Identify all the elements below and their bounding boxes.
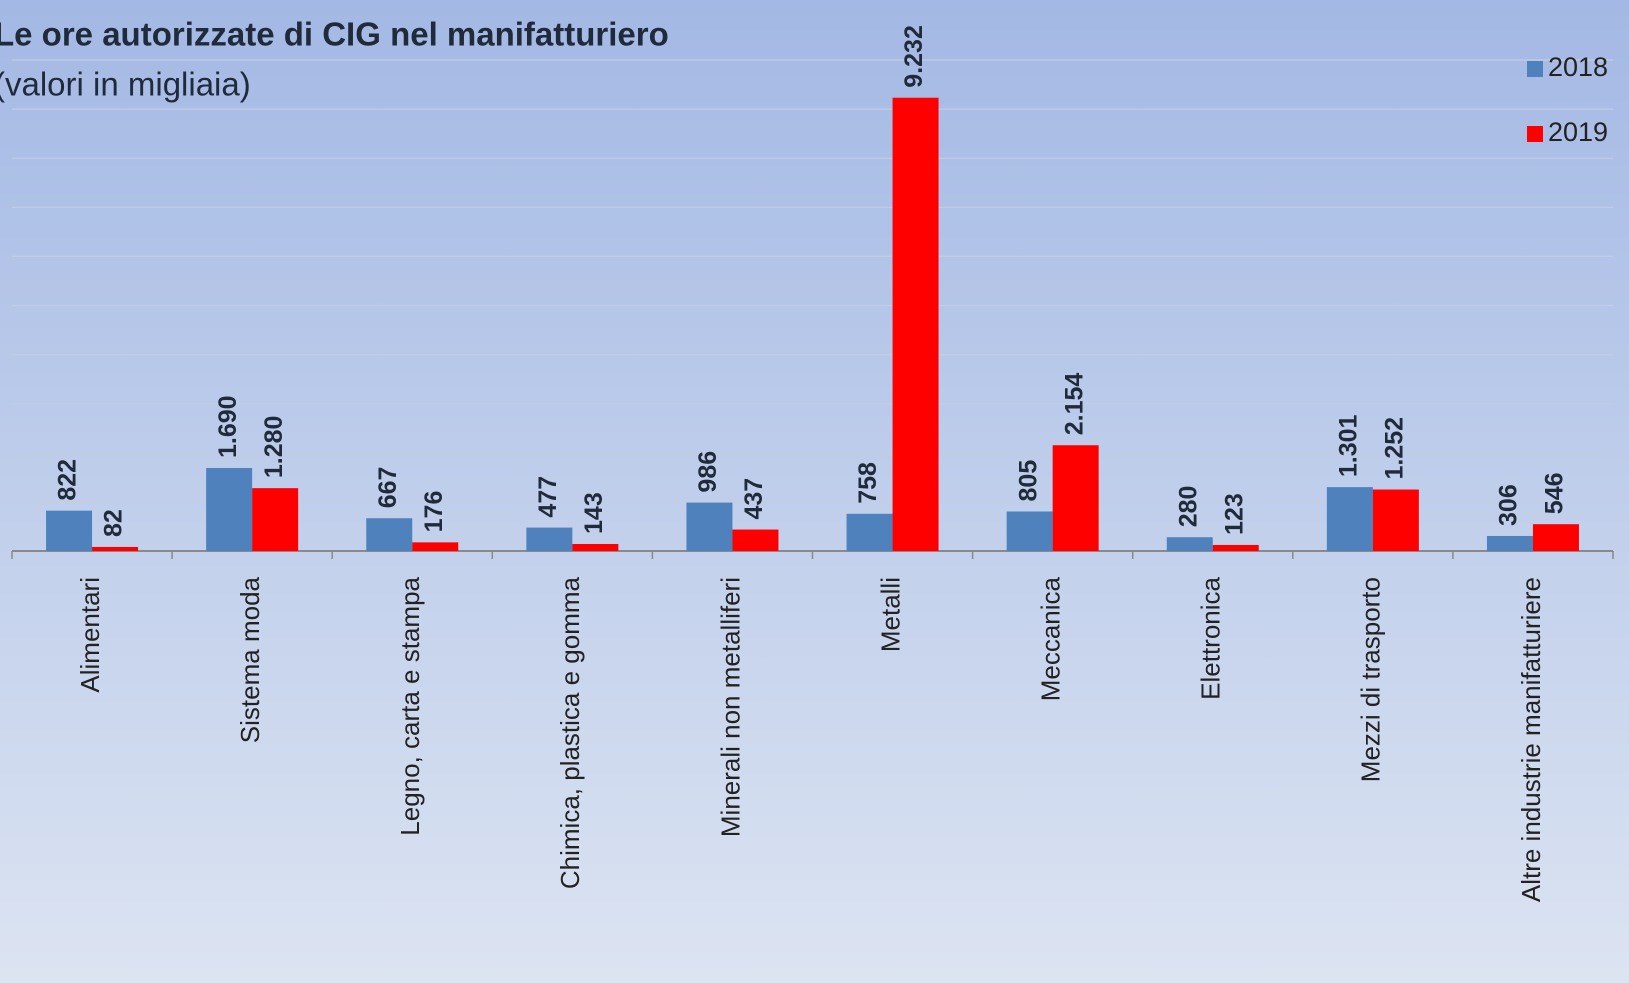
value-label: 280 [1174, 486, 1202, 528]
bar [732, 529, 779, 551]
x-tick-label: Metalli [875, 577, 905, 652]
bar [526, 527, 573, 551]
x-tick-label: Meccanica [1036, 576, 1066, 701]
value-label: 1.280 [260, 416, 288, 479]
bar [572, 543, 619, 551]
bar [1372, 489, 1419, 551]
x-tick-label: Sistema moda [235, 576, 265, 743]
legend-swatch [1527, 61, 1543, 77]
legend-swatch [1527, 126, 1543, 142]
bar [1006, 511, 1053, 551]
value-label: 306 [1495, 484, 1523, 526]
value-label: 143 [580, 492, 608, 534]
x-tick-label: Minerali non metalliferi [715, 577, 745, 837]
value-label: 437 [740, 478, 768, 520]
bar [1326, 487, 1373, 551]
value-label: 667 [374, 467, 402, 509]
value-label: 822 [54, 459, 82, 501]
value-label: 82 [100, 509, 128, 537]
x-tick-label: Elettronica [1196, 576, 1226, 699]
bar [686, 502, 733, 551]
value-label: 176 [420, 491, 448, 533]
chart-title: Le ore autorizzate di CIG nel manifattur… [0, 16, 669, 53]
bar [1166, 537, 1213, 551]
bar [366, 518, 413, 551]
bar [892, 97, 939, 551]
value-label: 2.154 [1060, 373, 1088, 436]
x-tick-label: Mezzi di trasporto [1356, 577, 1386, 782]
bar [46, 510, 93, 551]
bar [412, 542, 459, 551]
value-label: 986 [694, 451, 722, 493]
value-label: 805 [1014, 460, 1042, 502]
bar [1486, 535, 1533, 551]
bar [92, 546, 139, 551]
x-tick-label: Chimica, plastica e gomma [555, 576, 585, 889]
x-tick-label: Alimentari [75, 577, 105, 693]
value-label: 1.301 [1334, 414, 1362, 477]
value-label: 758 [854, 462, 882, 504]
value-label: 123 [1220, 493, 1248, 535]
bar [1532, 524, 1579, 551]
bar [846, 513, 893, 551]
bar [1212, 544, 1259, 551]
value-label: 1.690 [214, 395, 242, 458]
value-label: 9.232 [900, 25, 928, 88]
chart-subtitle: (valori in migliaia) [0, 66, 251, 103]
bar [206, 468, 253, 551]
legend-label: 2018 [1548, 52, 1608, 82]
bar [1052, 445, 1099, 551]
bar [252, 488, 299, 551]
legend-label: 2019 [1548, 117, 1608, 147]
value-label: 477 [534, 476, 562, 518]
value-label: 1.252 [1380, 417, 1408, 480]
x-tick-label: Altre industrie manifatturiere [1516, 577, 1546, 902]
x-tick-label: Legno, carta e stampa [395, 576, 425, 835]
value-label: 546 [1541, 472, 1569, 514]
